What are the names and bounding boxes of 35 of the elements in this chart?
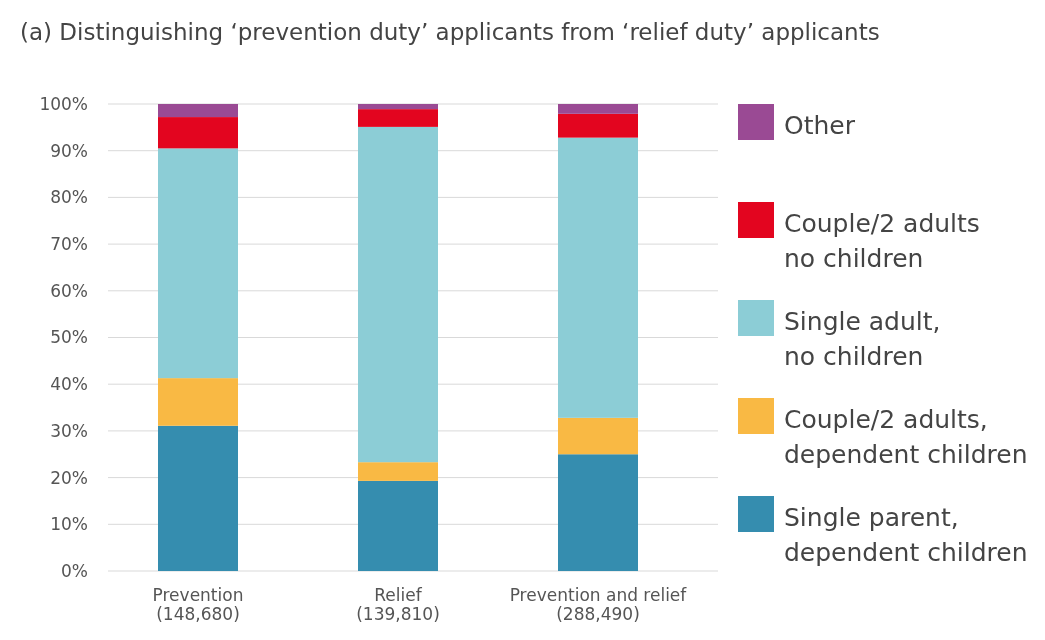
bar bbox=[158, 117, 238, 149]
bar bbox=[358, 104, 438, 110]
bar bbox=[558, 137, 638, 418]
bar bbox=[158, 104, 238, 118]
bar bbox=[558, 417, 638, 455]
y-tick-label: 50% bbox=[50, 327, 88, 348]
bar bbox=[158, 378, 238, 426]
y-tick-label: 80% bbox=[50, 187, 88, 208]
bar bbox=[558, 113, 638, 138]
bar bbox=[558, 454, 638, 571]
x-tick-label: Relief (139,810) bbox=[356, 585, 440, 624]
legend-label: Other bbox=[784, 111, 856, 140]
bar bbox=[358, 480, 438, 571]
bar bbox=[558, 104, 638, 114]
x-tick-label: Prevention (148,680) bbox=[152, 585, 244, 624]
y-tick-label: 100% bbox=[39, 93, 88, 114]
x-tick-label: Prevention and relief (288,490) bbox=[509, 585, 688, 624]
chart-title: (a) Distinguishing ‘prevention duty’ applicants from ‘relief duty’ applicants bbox=[20, 19, 880, 45]
bar bbox=[358, 462, 438, 481]
y-tick-label: 60% bbox=[50, 280, 88, 301]
y-tick-label: 70% bbox=[50, 234, 88, 255]
y-tick-label: 20% bbox=[50, 467, 88, 488]
legend-label: Single parent, dependent children bbox=[784, 503, 1028, 567]
y-tick-label: 40% bbox=[50, 374, 88, 395]
y-tick-label: 30% bbox=[50, 420, 88, 441]
y-tick-label: 10% bbox=[50, 514, 88, 535]
bar bbox=[358, 109, 438, 127]
bar bbox=[158, 148, 238, 379]
legend-label: Couple/2 adults, dependent children bbox=[784, 405, 1028, 469]
y-tick-label: 0% bbox=[61, 560, 88, 581]
bar bbox=[158, 425, 238, 571]
legend-label: Single adult, no children bbox=[784, 307, 941, 371]
legend-label: Couple/2 adults no children bbox=[784, 209, 980, 273]
y-tick-label: 90% bbox=[50, 140, 88, 161]
bar bbox=[358, 126, 438, 463]
